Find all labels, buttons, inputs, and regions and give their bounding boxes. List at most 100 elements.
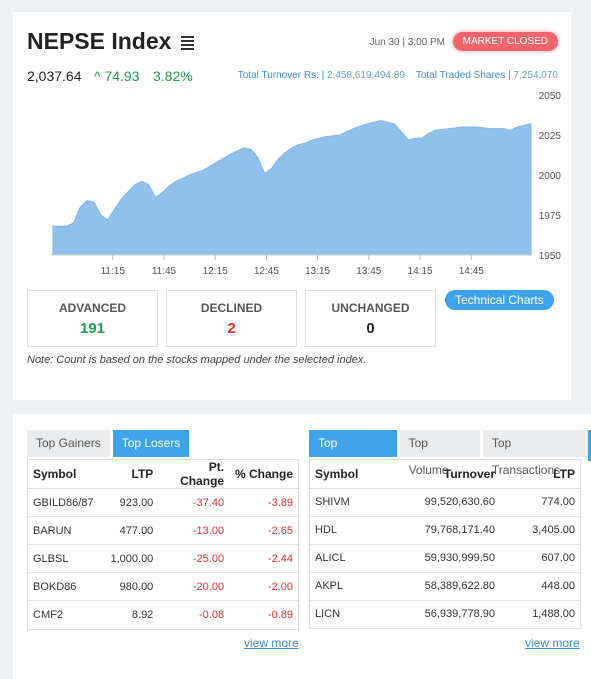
traded-shares-label: Total Traded Shares |: [415, 70, 511, 81]
symbol-cell[interactable]: GLBSL: [28, 544, 106, 573]
pct-change-cell: -2.00: [229, 572, 298, 601]
symbol-cell[interactable]: SHIVM: [310, 488, 390, 517]
y-tick-label: 1975: [539, 211, 561, 222]
table-row[interactable]: BARUN 477.00 -13.00 -2.65: [28, 516, 298, 545]
table-row[interactable]: SHIVM 99,520,630.60 774.00: [310, 488, 580, 517]
symbol-cell[interactable]: GBILD86/87: [28, 488, 106, 517]
tab-overflow-edge: [588, 430, 591, 461]
table-row[interactable]: CMF2 8.92 -0.08 -0.89: [28, 601, 298, 629]
x-tick-label: 11:45: [152, 266, 177, 277]
y-tick-label: 2050: [539, 92, 561, 102]
x-tick-label: 14:15: [408, 266, 433, 277]
x-tick-label: 14:45: [459, 266, 484, 277]
y-tick-label: 2025: [539, 131, 561, 142]
turnover-value: 2,458,619,494.89: [327, 70, 405, 81]
page-title: NEPSE Index: [27, 28, 195, 55]
x-tick-label: 12:45: [254, 266, 279, 277]
symbol-cell[interactable]: LICN: [315, 608, 341, 621]
ltp-cell: 8.92: [131, 608, 154, 621]
pt-change-cell: -0.08: [199, 608, 225, 621]
ltp-cell: 774.00: [500, 488, 580, 517]
turnover-label: Total Turnover Rs: |: [237, 70, 325, 81]
advanced-value: 191: [79, 320, 106, 337]
table-row[interactable]: HDL 79,768,171.40 3,405.00: [310, 516, 580, 545]
column-header-symbol: Symbol: [28, 460, 106, 489]
declined-label: DECLINED: [200, 301, 263, 315]
ltp-cell: 477.00: [105, 516, 159, 545]
ltp-cell: 607.00: [500, 544, 580, 573]
top-stocks-card: Top Gainers Top Losers Top Turnover Top …: [13, 414, 591, 679]
unchanged-label: UNCHANGED: [331, 301, 410, 315]
index-change-value: 74.93: [104, 68, 140, 84]
column-header-pt-change: Pt. Change: [158, 460, 230, 489]
symbol-cell[interactable]: BOKD86: [28, 572, 106, 601]
turnover-summary: Total Turnover Rs: | 2,458,619,494.89 To…: [238, 70, 558, 81]
advanced-label: ADVANCED: [58, 301, 127, 315]
market-datetime: Jun 30 | 3:00 PM: [369, 37, 445, 48]
turnover-view-more-link[interactable]: view more: [525, 636, 580, 650]
table-row[interactable]: GBILD86/87 923.00 -37.40 -3.89: [28, 488, 298, 517]
tab-top-volume[interactable]: Top Volume: [399, 430, 480, 477]
top-turnover-table: Symbol Turnover LTP SHIVM 99,520,630.60 77…: [309, 459, 581, 629]
technical-charts-button[interactable]: Technical Charts: [445, 290, 554, 310]
turnover-cell: 56,939,778.90: [424, 608, 495, 621]
up-arrow-icon: ^: [94, 68, 101, 84]
count-note: Note: Count is based on the stocks mappe…: [27, 354, 367, 366]
ltp-cell: 3,405.00: [500, 516, 580, 545]
index-value: 2,037.64: [27, 68, 82, 84]
column-header-turnover: Turnover: [390, 460, 500, 489]
tab-top-transactions[interactable]: Top Transactions: [482, 430, 591, 477]
traded-shares-value: 7,254,070: [513, 70, 559, 81]
turnover-cell: 99,520,630.60: [390, 488, 500, 517]
symbol-cell[interactable]: ALICL: [310, 544, 390, 573]
tab-top-losers[interactable]: Top Losers: [112, 430, 190, 457]
turnover-volume-tabs: Top Turnover Top Volume Top Transactions: [309, 430, 591, 477]
tab-top-turnover[interactable]: Top Turnover: [309, 430, 397, 477]
table-row[interactable]: ALICL 59,930,999.50 607.00: [310, 544, 580, 573]
table-row[interactable]: AKPL 58,389,622.80 448.00: [310, 572, 580, 601]
table-header-row: Symbol Turnover LTP: [310, 460, 580, 489]
declined-value: 2: [227, 320, 236, 337]
advanced-stat-box: ADVANCED 191: [27, 290, 158, 347]
pct-change-cell: -2.65: [229, 516, 298, 545]
turnover-cell: 79,768,171.40: [390, 516, 500, 545]
column-header-pct-change: % Change: [229, 460, 298, 489]
x-tick-label: 13:45: [356, 266, 381, 277]
pt-change-cell: -25.00: [158, 544, 230, 573]
pt-change-cell: -37.40: [158, 488, 230, 517]
nepse-index-card: NEPSE Index Jun 30 | 3:00 PM MARKET CLOS…: [13, 12, 571, 400]
table-row[interactable]: GLBSL 1,000.00 -25.00 -2.44: [28, 544, 298, 573]
index-area-chart: 11:15 11:45 12:15 12:45 13:15 13:45 14:15 14:45…: [51, 92, 561, 277]
losers-view-more-link[interactable]: view more: [244, 636, 299, 650]
x-tick-label: 12:15: [203, 266, 228, 277]
symbol-cell[interactable]: HDL: [310, 516, 390, 545]
pct-change-cell: -2.44: [229, 544, 298, 573]
menu-icon[interactable]: [181, 35, 195, 50]
column-header-ltp: LTP: [500, 460, 580, 489]
pt-change-cell: -13.00: [158, 516, 230, 545]
table-row[interactable]: LICN 56,939,778.90 1,488.00: [310, 600, 580, 628]
gainers-losers-tabs: Top Gainers Top Losers: [27, 430, 190, 457]
declined-stat-box: DECLINED 2: [166, 290, 297, 347]
column-header-ltp: LTP: [105, 460, 159, 489]
symbol-cell[interactable]: BARUN: [28, 516, 106, 545]
index-title: NEPSE Index: [27, 28, 172, 54]
tab-top-gainers[interactable]: Top Gainers: [27, 430, 110, 457]
ltp-cell: 1,488.00: [532, 608, 575, 621]
table-row[interactable]: BOKD86 980.00 -20.00 -2.00: [28, 572, 298, 601]
symbol-cell[interactable]: CMF2: [33, 608, 63, 621]
chart-area-series: [52, 120, 532, 256]
pct-change-cell: -0.89: [267, 608, 293, 621]
pct-change-cell: -3.89: [229, 488, 298, 517]
ltp-cell: 980.00: [105, 572, 159, 601]
ltp-cell: 1,000.00: [105, 544, 159, 573]
table-header-row: Symbol LTP Pt. Change % Change: [28, 460, 298, 489]
ltp-cell: 448.00: [500, 572, 580, 601]
x-tick-label: 13:15: [305, 266, 330, 277]
ltp-cell: 923.00: [105, 488, 159, 517]
symbol-cell[interactable]: AKPL: [310, 572, 390, 601]
turnover-cell: 58,389,622.80: [390, 572, 500, 601]
index-percent-change: 3.82%: [153, 68, 193, 84]
unchanged-value: 0: [366, 320, 375, 337]
pt-change-cell: -20.00: [158, 572, 230, 601]
